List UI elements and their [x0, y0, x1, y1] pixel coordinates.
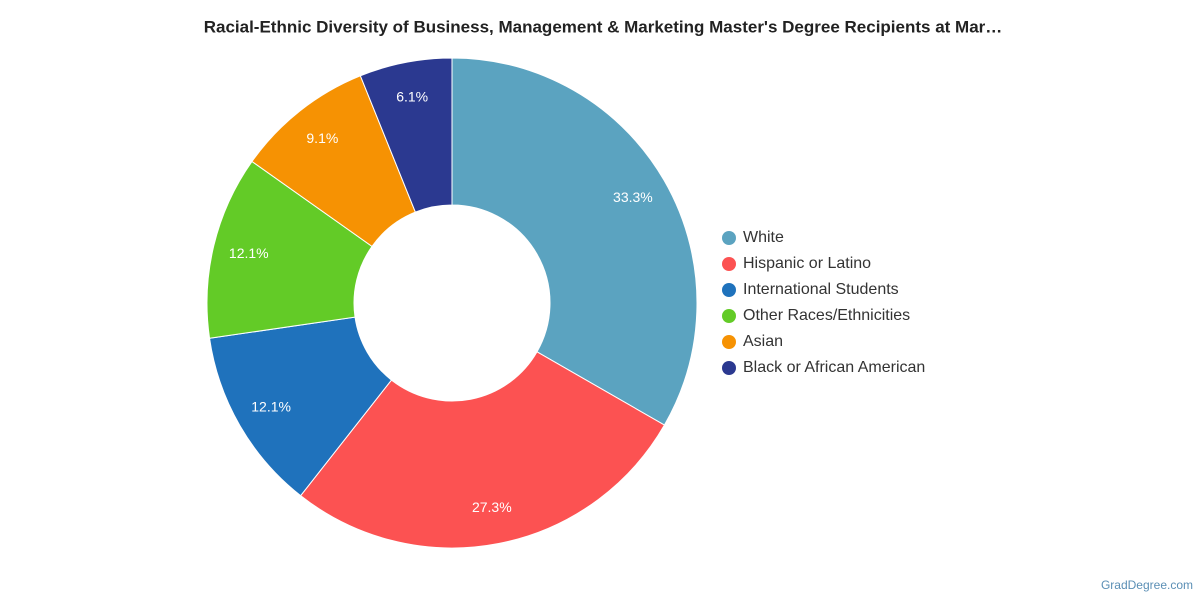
data-label: 27.3% — [472, 499, 512, 515]
donut-slice — [208, 316, 393, 497]
legend-marker — [722, 335, 736, 349]
chart-title: Racial-Ethnic Diversity of Business, Man… — [204, 17, 1003, 36]
legend-label: Hispanic or Latino — [743, 255, 871, 272]
donut-slice — [299, 351, 666, 549]
legend-label: White — [743, 229, 784, 246]
legend-label: Asian — [743, 333, 783, 350]
data-label: 6.1% — [396, 89, 428, 105]
legend-marker — [722, 283, 736, 297]
data-label: 9.1% — [306, 130, 338, 146]
donut-slice — [359, 57, 453, 213]
data-label: 12.1% — [229, 245, 269, 261]
legend-marker — [722, 231, 736, 245]
legend-marker — [722, 361, 736, 375]
legend-marker — [722, 257, 736, 271]
data-label: 12.1% — [251, 398, 291, 414]
data-label: 33.3% — [613, 189, 653, 205]
legend-marker — [722, 309, 736, 323]
legend-label: Other Races/Ethnicities — [743, 307, 910, 324]
credit: GradDegree.com — [1101, 578, 1193, 592]
legend-label: International Students — [743, 281, 899, 298]
legend-label: Black or African American — [743, 359, 925, 376]
donut-slice — [206, 160, 373, 339]
donut-slice — [451, 57, 698, 426]
